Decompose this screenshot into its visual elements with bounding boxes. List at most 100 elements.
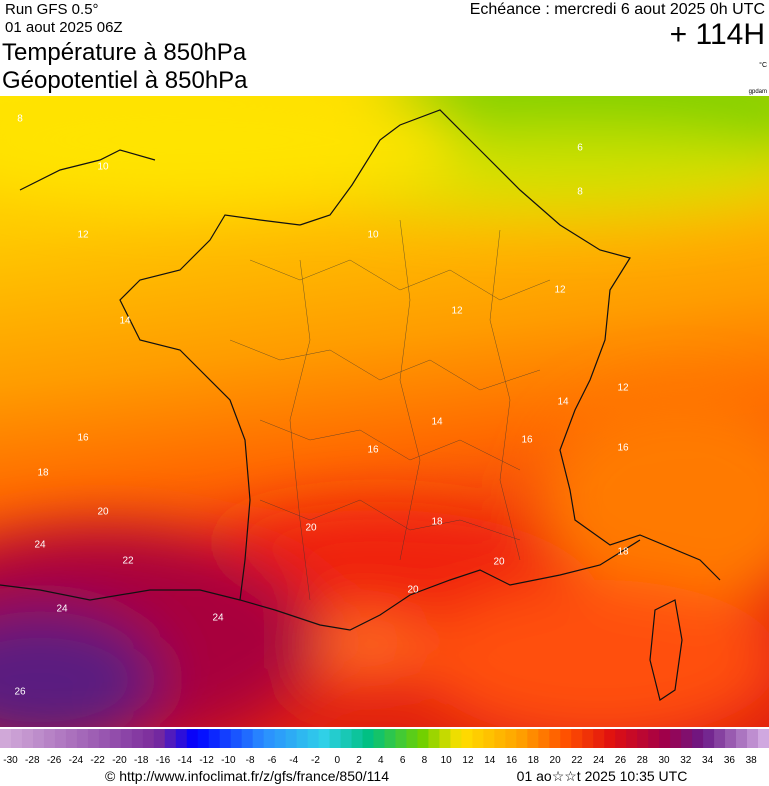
contour-label: 12 [554,285,566,296]
colorbar-label: -16 [156,755,171,766]
contour-label: 20 [407,585,419,596]
colorbar-swatch [131,729,144,748]
colorbar-swatch [593,729,605,748]
generated-time: 01 ao☆☆t 2025 10:35 UTC [517,768,688,784]
lead-time: + 114H [670,18,765,51]
colorbar-swatch [0,729,12,748]
colorbar-swatch [285,729,298,748]
contour-label: 16 [521,435,533,446]
colorbar-swatch [54,729,67,748]
colorbar-swatch [494,729,506,748]
colorbar-swatch [549,729,561,748]
colorbar-label: 2 [356,755,362,766]
colorbar-label: 30 [658,755,670,766]
colorbar-swatch [263,729,276,748]
colorbar-swatch [219,729,232,748]
colorbar-swatch [428,729,440,748]
borders [229,219,551,601]
colorbar-swatch [43,729,56,748]
colorbar-label: 14 [484,755,496,766]
contour-label: 14 [557,397,569,408]
colorbar-label: 26 [615,755,627,766]
colorbar-swatch [516,729,528,748]
credit: gpdam [749,89,767,95]
colorbar-label: 20 [550,755,562,766]
source-url[interactable]: © http://www.infoclimat.fr/z/gfs/france/… [105,768,389,784]
contour-label: 12 [451,306,463,317]
colorbar-swatch [637,729,649,748]
colorbar-label: 28 [637,755,649,766]
colorbar-swatch [461,729,473,748]
colorbar-swatch [109,729,122,748]
colorbar-label: -26 [47,755,62,766]
contour-label: 14 [119,316,131,327]
colorbar-label: 36 [724,755,736,766]
contour-label: 14 [431,417,443,428]
colorbar-swatch [10,729,23,748]
contour-label: 8 [17,114,23,125]
contour-label: 24 [212,613,224,624]
colorbar-swatch [307,729,320,748]
colorbar-swatch [703,729,715,748]
colorbar-swatch [120,729,133,748]
contour-label: 16 [367,445,379,456]
colorbar-swatch [241,729,254,748]
colorbar-swatch [681,729,693,748]
contour-label: 24 [34,540,46,551]
colorbar-label: 34 [702,755,714,766]
colorbar-swatch [76,729,89,748]
contour-label: 18 [37,468,49,479]
colorbar-swatch [406,729,418,748]
colorbar-label: -14 [178,755,193,766]
colorbar-label: 10 [441,755,453,766]
colorbar-label: 6 [400,755,406,766]
colorbar-swatch [252,729,265,748]
colorbar-label: 18 [528,755,540,766]
title: Géopotentiel à 850hPa [2,67,248,94]
colorbar-swatch [450,729,462,748]
colorbar-label: -12 [199,755,214,766]
colorbar-swatch [560,729,572,748]
contour-label: 24 [56,604,68,615]
colorbar-swatch [538,729,550,748]
colorbar-swatch [186,729,199,748]
colorbar-swatch [230,729,243,748]
colorbar-swatch [736,729,748,748]
colorbar-swatch [747,729,759,748]
colorbar-swatch [483,729,495,748]
colorbar-swatch [659,729,671,748]
colorbar-label: -2 [311,755,320,766]
contour-label: 16 [77,433,89,444]
colorbar-label: 0 [334,755,340,766]
colorbar-swatch [340,729,353,748]
colorbar-label: 22 [571,755,583,766]
colorbar-swatch [21,729,34,748]
colorbar-swatch [351,729,364,748]
contour-label: 10 [97,162,109,173]
colorbar-swatch [32,729,45,748]
run-date: 01 aout 2025 06Z [5,19,123,36]
colorbar-label: -24 [69,755,84,766]
colorbar-swatch [604,729,616,748]
echeance: Echéance : mercredi 6 aout 2025 0h UTC [470,1,765,18]
colorbar-label: 24 [593,755,605,766]
colorbar-swatch [505,729,517,748]
colorbar-label: -22 [90,755,105,766]
colorbar-label: -6 [267,755,276,766]
colorbar-swatch [648,729,660,748]
run-label: Run GFS 0.5° [5,1,99,18]
contour-label: 8 [577,187,583,198]
contour-label: 6 [577,143,583,154]
coastline [0,109,721,701]
contour-label: 12 [77,230,89,241]
colorbar-label: -30 [3,755,18,766]
colorbar-swatch [175,729,188,748]
colorbar-swatch [87,729,100,748]
colorbar-label: -4 [289,755,298,766]
colorbar-label: 32 [680,755,692,766]
colorbar-swatch [362,729,375,748]
contour-label: 20 [305,523,317,534]
contour-label: 22 [122,556,134,567]
colorbar-swatch [670,729,682,748]
